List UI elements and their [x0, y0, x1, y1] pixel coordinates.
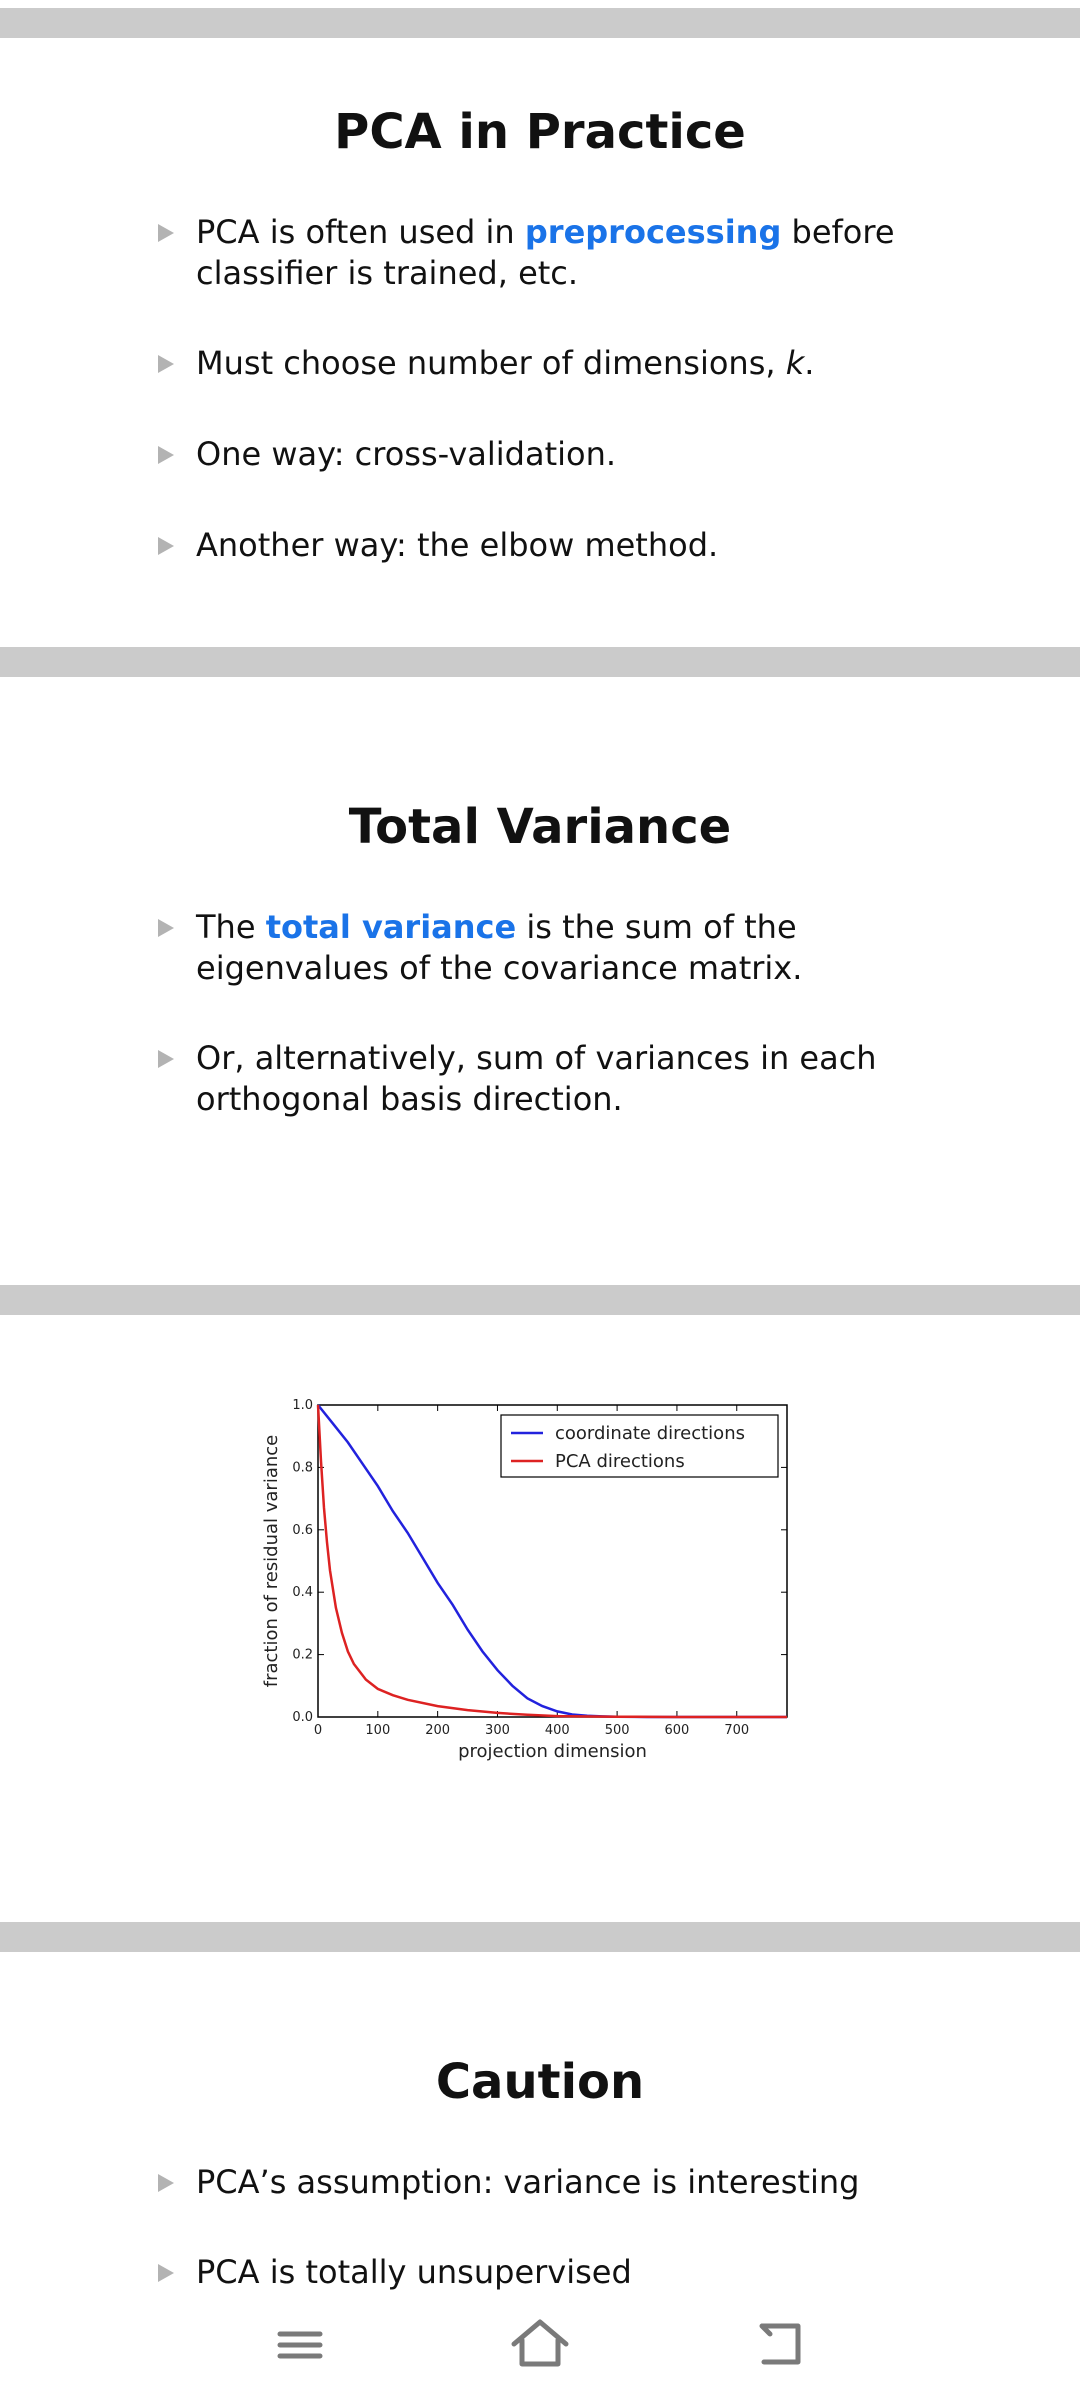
slide-separator: [0, 1922, 1080, 1952]
variable-k: k: [785, 344, 805, 382]
legend-label: PCA directions: [555, 1451, 685, 1472]
slide-title: Total Variance: [348, 799, 732, 855]
menu-icon: [277, 2331, 323, 2359]
x-tick-label: 400: [545, 1723, 570, 1738]
menu-button[interactable]: [260, 2310, 340, 2380]
bullet-triangle-icon: [158, 537, 174, 555]
x-tick-label: 700: [724, 1723, 749, 1738]
slide-title: Caution: [435, 2054, 645, 2110]
home-icon: [511, 2319, 569, 2367]
bullet-triangle-icon: [158, 919, 174, 937]
slide-separator: [0, 8, 1080, 38]
highlight-term: total variance: [265, 908, 517, 946]
bullet-triangle-icon: [158, 224, 174, 242]
residual-variance-chart: 0 100 200 300 400 500 600 700 0.0 0.2 0.4 0.6 0.8 1.0…: [261, 1398, 788, 1762]
bullet-text: PCA’s assumption: variance is interestin…: [196, 2163, 860, 2201]
slide-title: PCA in Practice: [334, 104, 746, 160]
bullet-text: PCA is often used in preprocessing befor…: [196, 213, 895, 292]
back-icon: [759, 2323, 801, 2365]
slide-separator: [0, 647, 1080, 677]
slide-separator: [0, 1285, 1080, 1315]
bullet-triangle-icon: [158, 355, 174, 373]
x-tick-label: 200: [425, 1723, 450, 1738]
x-tick-label: 600: [665, 1723, 690, 1738]
bullet-triangle-icon: [158, 446, 174, 464]
bullet-text: PCA is totally unsupervised: [196, 2253, 632, 2291]
x-axis-label: projection dimension: [458, 1741, 647, 1762]
y-tick-label: 0.8: [292, 1460, 313, 1475]
y-tick-label: 0.4: [292, 1585, 313, 1600]
bullet-triangle-icon: [158, 1050, 174, 1068]
back-button[interactable]: [740, 2310, 820, 2380]
x-tick-label: 100: [365, 1723, 390, 1738]
legend-label: coordinate directions: [555, 1423, 745, 1444]
bullet-triangle-icon: [158, 2174, 174, 2192]
y-axis-label: fraction of residual variance: [261, 1435, 282, 1687]
navigation-bar: [0, 2290, 1080, 2400]
x-tick-label: 300: [485, 1723, 510, 1738]
home-button[interactable]: [500, 2310, 580, 2380]
y-tick-label: 0.2: [292, 1648, 313, 1663]
bullet-text: Must choose number of dimensions, k.: [196, 344, 815, 382]
bullet-triangle-icon: [158, 2264, 174, 2282]
bullet-text: Or, alternatively, sum of variances in e…: [196, 1039, 877, 1118]
bullet-text: One way: cross-validation.: [196, 435, 617, 473]
y-tick-label: 0.6: [292, 1523, 313, 1538]
series-line-1: [316, 1404, 787, 1719]
y-tick-label: 0.0: [292, 1710, 313, 1725]
bullet-text: The total variance is the sum of the eig…: [196, 908, 803, 987]
x-tick-label: 0: [314, 1723, 322, 1738]
x-tick-label: 500: [605, 1723, 630, 1738]
bullet-text: Another way: the elbow method.: [196, 526, 719, 564]
y-tick-label: 1.0: [292, 1398, 313, 1413]
highlight-term: preprocessing: [524, 213, 782, 251]
legend-box: [500, 1414, 779, 1478]
